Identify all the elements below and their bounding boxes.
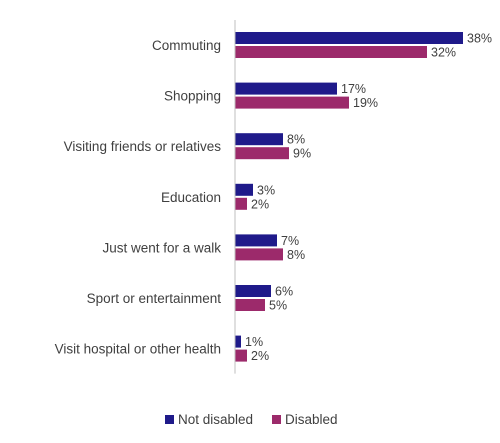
bar-disabled: [235, 248, 283, 261]
data-label: 5%: [269, 299, 287, 313]
category-label: Visit hospital or other health: [55, 342, 221, 357]
plot-area: Commuting 38% 32% Shopping 17%19% Visiting fr…: [55, 32, 492, 364]
category-label: Visiting friends or relatives: [64, 139, 222, 154]
bar-not-disabled: [235, 32, 463, 44]
data-label: 1%: [245, 335, 263, 349]
bar-disabled: [235, 147, 289, 160]
data-label: 6%: [275, 285, 293, 299]
bar-disabled: [235, 299, 265, 311]
data-label: 2%: [251, 349, 269, 363]
bar-disabled: [235, 96, 349, 109]
data-label: 17%: [341, 82, 366, 96]
category-label: Commuting: [152, 38, 221, 53]
legend: Not disabled Disabled: [165, 412, 338, 427]
data-label: 38%: [467, 32, 492, 46]
category-label: Shopping: [164, 89, 221, 104]
data-label: 2%: [251, 197, 269, 211]
data-label: 9%: [293, 147, 311, 161]
data-label: 3%: [257, 183, 275, 197]
bar-disabled: [235, 349, 247, 362]
data-label: 8%: [287, 133, 305, 147]
data-label: 19%: [353, 96, 378, 110]
category-label: Just went for a walk: [102, 240, 221, 255]
legend-swatch: [165, 415, 174, 424]
bar-disabled: [235, 197, 247, 210]
bar-not-disabled: [235, 234, 277, 247]
legend-swatch: [272, 415, 281, 424]
data-label: 32%: [431, 46, 456, 60]
bar-not-disabled: [235, 335, 241, 348]
bar-disabled: [235, 46, 427, 58]
data-label: 8%: [287, 248, 305, 262]
data-label: 7%: [281, 234, 299, 248]
category-label: Education: [161, 190, 221, 205]
bar-not-disabled: [235, 285, 271, 297]
bar-not-disabled: [235, 183, 253, 196]
bar-not-disabled: [235, 133, 283, 146]
legend-label: Disabled: [285, 412, 338, 427]
category-label: Sport or entertainment: [87, 291, 222, 306]
bar-not-disabled: [235, 82, 337, 95]
legend-label: Not disabled: [178, 412, 253, 427]
